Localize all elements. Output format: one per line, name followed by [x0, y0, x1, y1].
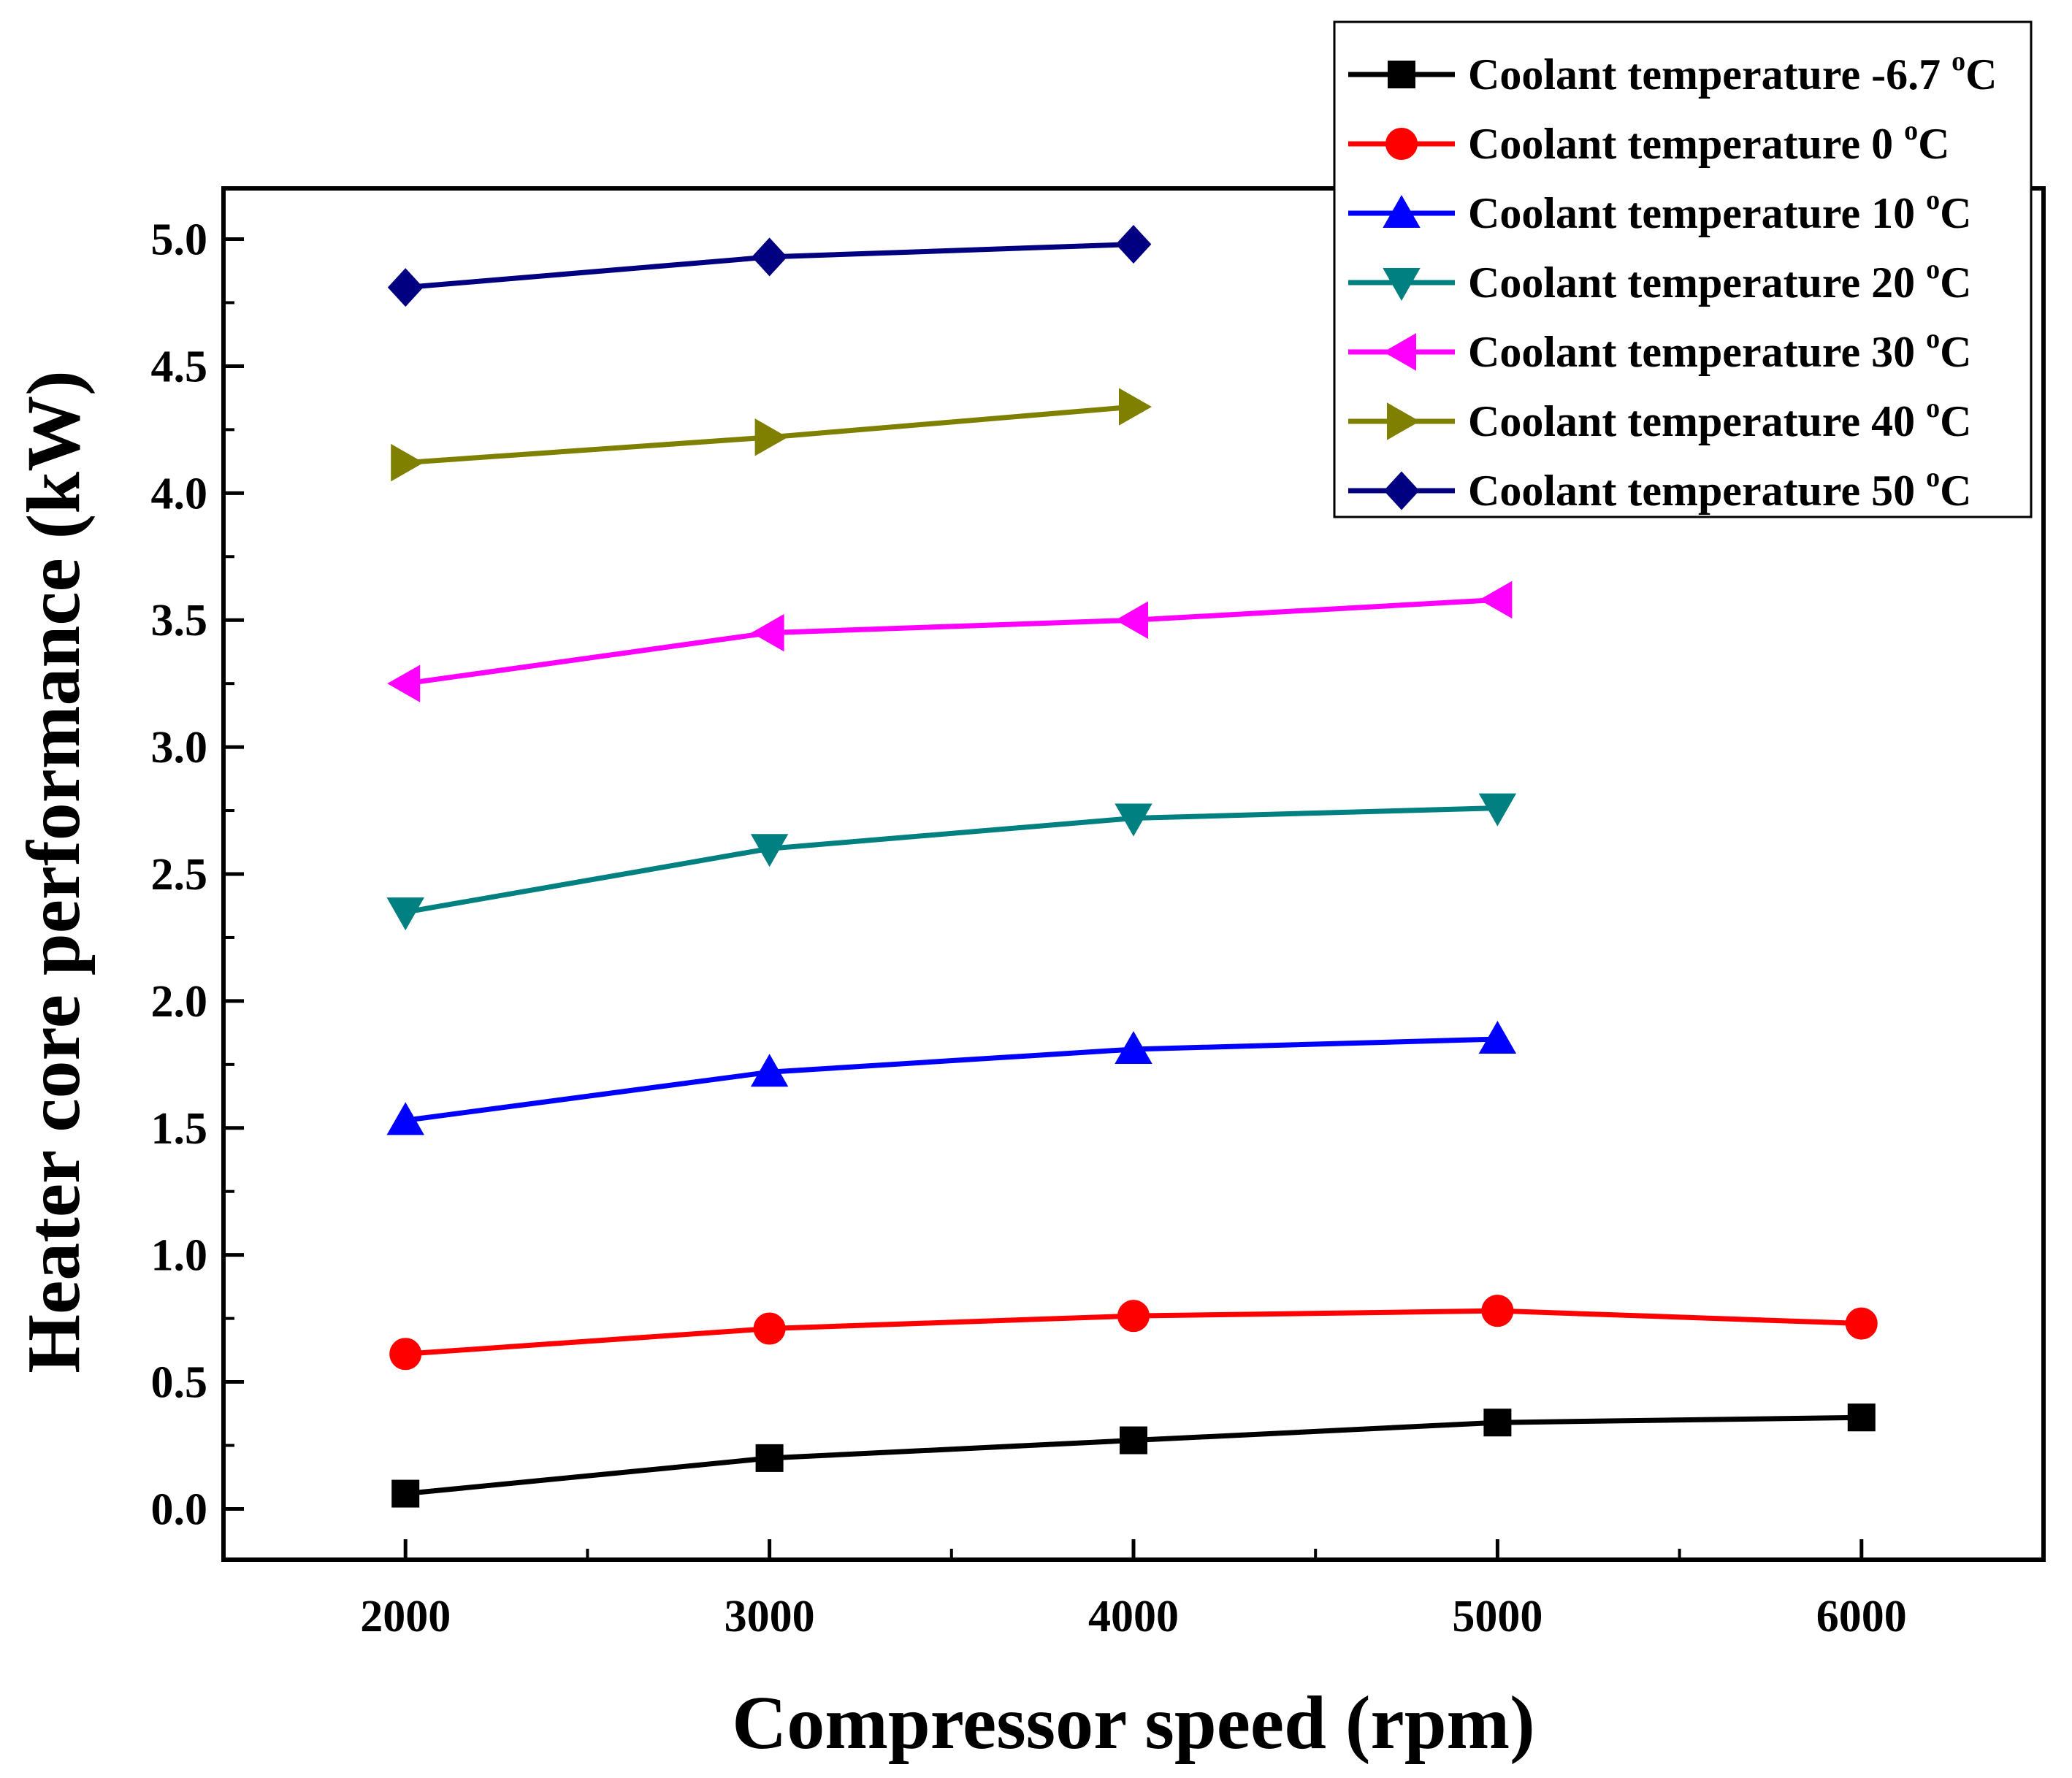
legend-item: Coolant temperature 0 oC	[1348, 115, 1949, 168]
legend-label: Coolant temperature 30 oC	[1468, 323, 1971, 376]
data-point	[1847, 1403, 1876, 1432]
data-point	[1115, 1030, 1152, 1064]
y-tick-label: 2.5	[151, 850, 208, 900]
y-tick-label: 1.5	[151, 1104, 208, 1154]
legend-item: Coolant temperature 40 oC	[1348, 393, 1971, 445]
legend-item: Coolant temperature 20 oC	[1348, 254, 1971, 307]
data-point	[386, 897, 424, 931]
x-tick-label: 4000	[1088, 1592, 1179, 1641]
series	[391, 1403, 1876, 1508]
legend: Coolant temperature -6.7 oC Coolant tempe…	[1333, 20, 2033, 518]
data-point	[754, 418, 788, 456]
series-line	[405, 805, 1498, 915]
data-point	[755, 1444, 784, 1472]
data-point	[753, 1312, 786, 1345]
data-point	[1115, 225, 1152, 264]
legend-label: Coolant temperature 10 oC	[1468, 185, 1971, 237]
legend-marker	[1388, 61, 1415, 88]
y-tick-label: 2.0	[151, 977, 208, 1027]
legend-item: Coolant temperature 10 oC	[1348, 185, 1971, 237]
legend-marker	[1383, 471, 1420, 510]
series	[387, 580, 1513, 702]
data-point	[1481, 1295, 1514, 1327]
data-point	[387, 268, 424, 307]
y-tick-label: 4.0	[151, 469, 208, 518]
data-point	[750, 1054, 789, 1087]
legend-box	[1333, 20, 2033, 518]
data-point	[752, 237, 787, 277]
data-point	[1120, 1426, 1147, 1455]
data-point	[1845, 1307, 1878, 1340]
data-point	[751, 613, 784, 652]
legend-label: Coolant temperature 20 oC	[1468, 254, 1971, 307]
legend-label: Coolant temperature 40 oC	[1468, 393, 1971, 445]
data-point	[1478, 1021, 1517, 1054]
x-tick-label: 2000	[360, 1592, 451, 1641]
legend-marker	[1383, 268, 1421, 302]
series	[391, 388, 1152, 482]
y-axis-title: Heater core performance (kW)	[12, 370, 96, 1373]
y-tick-label: 3.5	[151, 596, 208, 645]
legend-marker	[1385, 128, 1418, 160]
series	[389, 1295, 1878, 1371]
legend-item: Coolant temperature 50 oC	[1348, 462, 1971, 515]
data-point	[386, 1102, 424, 1135]
x-tick-label: 3000	[725, 1592, 815, 1641]
data-point	[391, 1479, 420, 1508]
x-tick-label: 5000	[1452, 1592, 1542, 1641]
data-point	[750, 834, 789, 867]
series-line	[405, 597, 1498, 686]
plot-frame	[221, 186, 2046, 1562]
axis-ticks: 2000 3000 4000 5000 6000 0.0 0.5 1.0 1.5 2.0 2.5 3.…	[151, 215, 1907, 1641]
data-series	[386, 225, 1878, 1508]
series-line	[405, 1036, 1498, 1123]
data-point	[1117, 1300, 1150, 1333]
data-point	[1479, 580, 1513, 619]
y-tick-label: 3.0	[151, 723, 208, 773]
data-point	[389, 1338, 422, 1371]
y-tick-label: 4.5	[151, 342, 208, 391]
legend-label: Coolant temperature 0 oC	[1468, 115, 1949, 168]
data-point	[1478, 793, 1517, 827]
x-axis-title: Compressor speed (rpm)	[732, 1681, 1535, 1765]
y-tick-label: 5.0	[151, 215, 208, 265]
legend-item: Coolant temperature -6.7 oC	[1348, 46, 1997, 99]
y-tick-label: 1.0	[151, 1231, 208, 1281]
data-point	[391, 443, 424, 482]
legend-label: Coolant temperature 50 oC	[1468, 462, 1971, 515]
series	[386, 793, 1517, 931]
series	[387, 225, 1152, 307]
data-point	[1119, 388, 1152, 426]
data-point	[1115, 803, 1152, 837]
legend-marker	[1383, 333, 1416, 371]
data-point	[1483, 1409, 1512, 1437]
legend-marker	[1387, 402, 1421, 440]
legend-marker	[1383, 194, 1421, 228]
legend-item: Coolant temperature 30 oC	[1348, 323, 1971, 376]
data-point	[387, 664, 421, 702]
series	[386, 1021, 1517, 1135]
y-tick-label: 0.0	[151, 1484, 208, 1534]
x-tick-label: 6000	[1816, 1592, 1907, 1641]
legend-label: Coolant temperature -6.7 oC	[1468, 46, 1997, 99]
y-tick-label: 0.5	[151, 1358, 208, 1408]
data-point	[1115, 601, 1148, 639]
